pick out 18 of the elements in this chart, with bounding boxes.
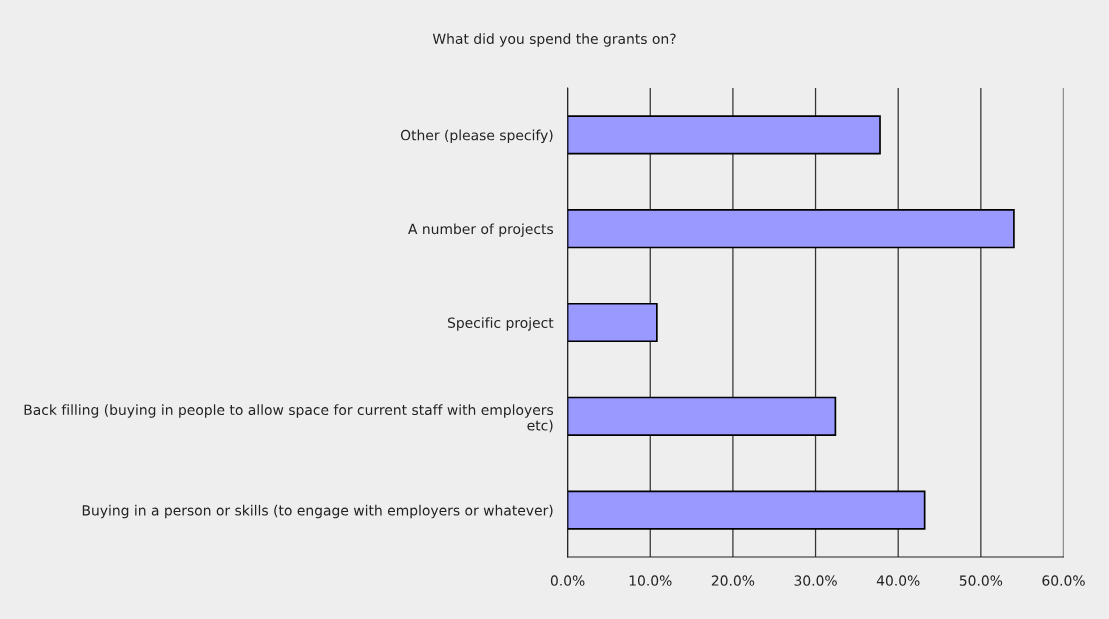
y-tick-label: Buying in a person or skills (to engage with employers or whatever) xyxy=(82,504,553,519)
x-tick-label: 40.0% xyxy=(876,575,920,586)
x-tick-label: 50.0% xyxy=(959,575,1003,586)
chart-title: What did you spend the grants on? xyxy=(432,33,676,47)
x-tick-label: 0.0% xyxy=(550,575,585,586)
bar xyxy=(567,490,926,530)
x-tick-label: 30.0% xyxy=(794,575,837,586)
x-tick-label: 10.0% xyxy=(629,575,672,586)
bar xyxy=(567,209,1015,249)
x-tick-label: 60.0% xyxy=(1042,575,1085,586)
y-tick-label: Back filling (buying in people to allow space for current staff with employers etc) xyxy=(24,404,554,433)
y-tick-label: Specific project xyxy=(447,317,554,331)
x-tick-label: 20.0% xyxy=(711,575,755,586)
bar xyxy=(567,302,658,343)
bar xyxy=(567,396,837,436)
bar xyxy=(567,115,881,155)
y-tick-label: A number of projects xyxy=(408,223,554,237)
y-tick-label: Other (please specify) xyxy=(400,129,553,144)
